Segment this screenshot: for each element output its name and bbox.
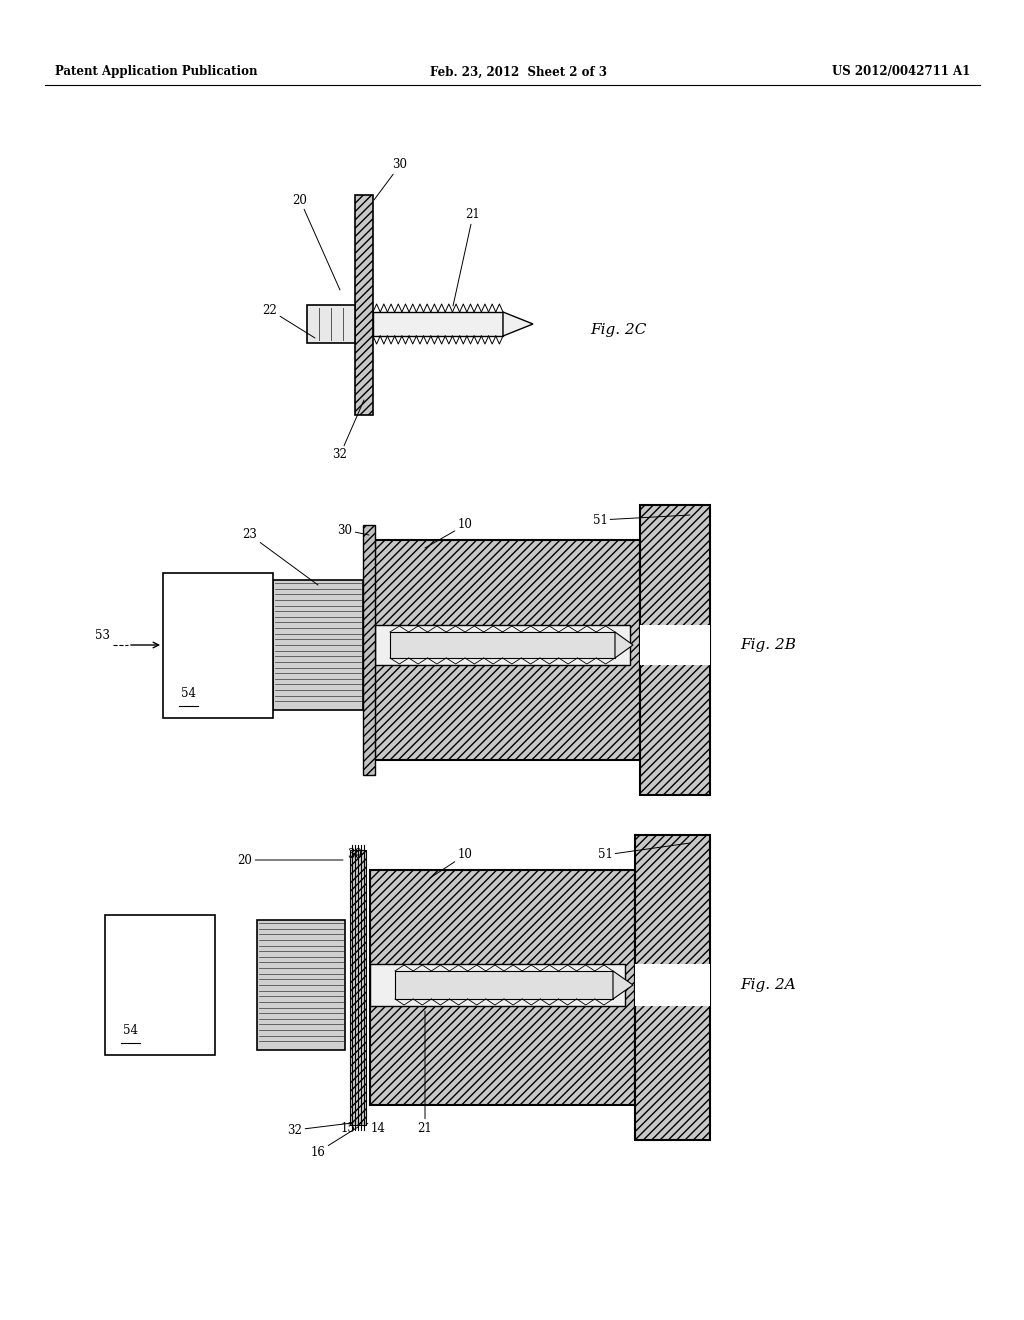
Bar xyxy=(350,850,366,1125)
Text: 51: 51 xyxy=(593,513,690,527)
Bar xyxy=(640,506,710,795)
Text: 51: 51 xyxy=(598,843,690,862)
Text: 22: 22 xyxy=(262,304,315,338)
Text: 30: 30 xyxy=(338,524,369,536)
Bar xyxy=(370,870,635,1105)
Bar xyxy=(307,305,355,343)
Polygon shape xyxy=(503,312,534,337)
Bar xyxy=(355,195,373,414)
Bar xyxy=(635,964,710,1006)
Bar xyxy=(273,579,362,710)
Text: Fig. 2B: Fig. 2B xyxy=(740,638,796,652)
Bar xyxy=(257,920,345,1049)
Text: 15: 15 xyxy=(341,1122,362,1134)
Polygon shape xyxy=(613,972,633,999)
Text: 20: 20 xyxy=(238,854,343,866)
Bar xyxy=(390,632,615,657)
Text: 21: 21 xyxy=(453,209,480,306)
Text: 30: 30 xyxy=(347,849,362,862)
Text: 10: 10 xyxy=(430,849,472,878)
Text: 21: 21 xyxy=(418,1011,432,1134)
Bar xyxy=(375,624,630,665)
Bar xyxy=(163,573,273,718)
Text: 32: 32 xyxy=(333,400,364,462)
Text: 53: 53 xyxy=(95,630,110,642)
Text: Fig. 2A: Fig. 2A xyxy=(740,978,796,993)
Bar xyxy=(375,540,640,760)
Polygon shape xyxy=(615,632,633,657)
Bar xyxy=(635,836,710,1140)
Text: 54: 54 xyxy=(123,1024,138,1038)
Bar xyxy=(395,972,613,999)
Bar xyxy=(640,624,710,665)
Text: 14: 14 xyxy=(366,1122,385,1134)
Text: Patent Application Publication: Patent Application Publication xyxy=(55,66,257,78)
Text: 20: 20 xyxy=(293,194,340,290)
Text: Fig. 2C: Fig. 2C xyxy=(590,323,646,337)
Text: 30: 30 xyxy=(374,158,408,201)
Text: 16: 16 xyxy=(310,1127,358,1159)
Text: 23: 23 xyxy=(243,528,318,585)
Text: Feb. 23, 2012  Sheet 2 of 3: Feb. 23, 2012 Sheet 2 of 3 xyxy=(430,66,607,78)
Text: US 2012/0042711 A1: US 2012/0042711 A1 xyxy=(831,66,970,78)
Text: 54: 54 xyxy=(181,686,196,700)
Bar xyxy=(362,525,375,775)
Text: 10: 10 xyxy=(425,519,472,548)
Bar xyxy=(373,312,503,337)
Bar xyxy=(370,964,625,1006)
Text: 32: 32 xyxy=(288,1123,352,1137)
Bar xyxy=(105,915,215,1055)
